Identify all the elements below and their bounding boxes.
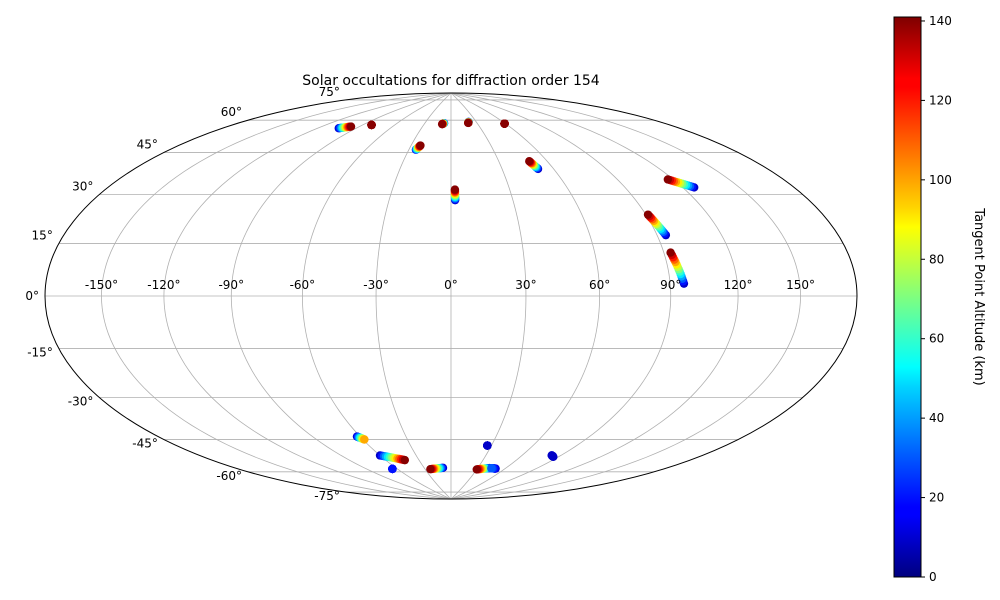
lon-gridline: [450, 93, 601, 499]
colorbar-tick-label: 100: [929, 173, 952, 187]
scatter-point: [426, 464, 435, 474]
lon-tick-label: -120°: [147, 278, 180, 292]
scatter-point: [367, 120, 376, 130]
lon-tick-label: -90°: [218, 278, 244, 292]
lon-tick-label: -150°: [85, 278, 118, 292]
lon-tick-label: 30°: [515, 278, 536, 292]
scatter-point: [346, 122, 356, 131]
colorbar-tick-label: 80: [929, 252, 944, 266]
scatter-point: [483, 441, 492, 450]
longitude-tick-labels: -150° -120° -90° -60° -30° 0° 30° 60° 90° 120° 150…: [85, 278, 815, 292]
lat-tick-label: 60°: [221, 105, 242, 119]
lon-gridline: [375, 93, 452, 499]
scatter-point: [437, 119, 447, 129]
colorbar-ticks: 0 20 40 60 80 100 120 140: [921, 14, 952, 584]
colorbar-tick-label: 140: [929, 14, 952, 28]
lat-tick-label: 30°: [72, 180, 93, 194]
graticule: [45, 93, 857, 499]
lon-gridline: [450, 93, 739, 499]
lat-tick-label: -75°: [314, 489, 340, 503]
lat-tick-label: -30°: [68, 395, 94, 409]
chart-title: Solar occultations for diffraction order…: [302, 73, 599, 89]
colorbar-tick-label: 0: [929, 570, 937, 584]
latitude-tick-labels: 75° 60° 45° 30° 15° 0° -15° -30° -45° -60° -75°: [25, 85, 340, 503]
scatter-point: [388, 464, 397, 474]
scatter-point: [487, 464, 496, 473]
lat-tick-label: 45°: [137, 137, 158, 151]
data-points: [334, 117, 699, 474]
scatter-point: [450, 185, 460, 194]
lat-tick-label: 0°: [25, 289, 39, 303]
lon-tick-label: -30°: [363, 278, 389, 292]
colorbar-tick-label: 120: [929, 93, 952, 107]
scatter-point: [525, 157, 534, 166]
lon-gridline: [450, 93, 801, 499]
lat-tick-label: -15°: [27, 346, 53, 360]
colorbar: 0 20 40 60 80 100 120 140 Tangent Point Altitud…: [893, 14, 986, 584]
lon-gridline: [163, 93, 452, 499]
colorbar-gradient: [893, 16, 922, 578]
lon-tick-label: 60°: [589, 278, 610, 292]
scatter-point: [416, 141, 425, 150]
lon-tick-label: 120°: [724, 278, 753, 292]
lon-tick-label: 150°: [786, 278, 815, 292]
lon-tick-label: 90°: [660, 278, 681, 292]
lon-tick-label: 0°: [444, 278, 458, 292]
scatter-point: [666, 248, 675, 257]
lat-tick-label: 75°: [319, 85, 340, 99]
lat-tick-label: -45°: [132, 437, 158, 451]
colorbar-tick-label: 20: [929, 491, 944, 505]
scatter-point: [663, 175, 673, 184]
lat-tick-label: -60°: [216, 469, 242, 483]
lat-tick-label: 15°: [32, 228, 53, 242]
scatter-point: [643, 210, 653, 219]
colorbar-tick-label: 40: [929, 411, 944, 425]
lon-gridline: [450, 93, 672, 499]
scatter-point: [464, 118, 473, 128]
scatter-point: [400, 455, 410, 465]
lon-gridline: [230, 93, 452, 499]
lon-gridline: [450, 93, 527, 499]
lon-gridline: [101, 93, 452, 499]
map-boundary: [44, 92, 858, 500]
colorbar-label: Tangent Point Altitude (km): [971, 207, 986, 385]
scatter-point: [472, 465, 481, 474]
scatter-point: [360, 435, 369, 444]
scatter-point: [500, 119, 509, 128]
lon-tick-label: -60°: [290, 278, 316, 292]
colorbar-tick-label: 60: [929, 332, 944, 346]
scatter-point: [549, 452, 558, 461]
